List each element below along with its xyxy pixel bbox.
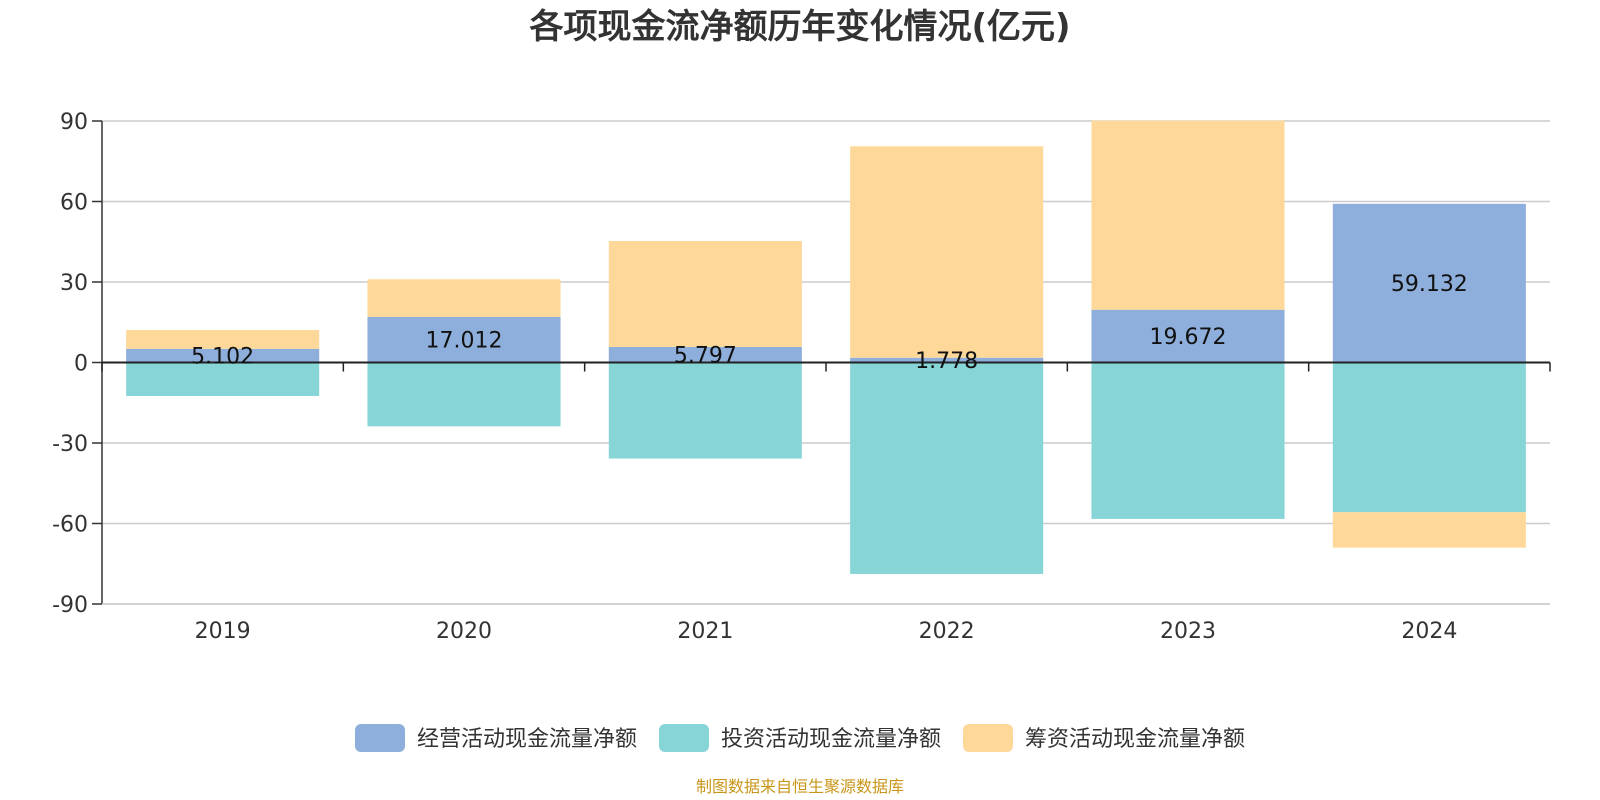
bar-series-0-2024[interactable] — [1332, 203, 1526, 363]
bar-series-1-2024[interactable] — [1332, 362, 1526, 513]
source-note: 制图数据来自恒生聚源数据库 — [696, 777, 904, 796]
bar-series-0-2020[interactable] — [367, 316, 561, 363]
x-tick-label: 2021 — [677, 619, 733, 644]
bar-series-2-2022[interactable] — [850, 146, 1044, 358]
bar-series-2-2019[interactable] — [126, 330, 320, 349]
data-label: 17.012 — [426, 329, 503, 354]
bar-series-1-2022[interactable] — [850, 362, 1044, 574]
legend-label: 经营活动现金流量净额 — [417, 727, 637, 752]
y-tick-label: -60 — [52, 513, 88, 538]
x-tick-label: 2022 — [919, 619, 975, 644]
bar-series-2-2024[interactable] — [1332, 512, 1526, 548]
y-tick-label: -90 — [52, 593, 88, 618]
bar-series-0-2022[interactable] — [850, 357, 1044, 363]
bar-series-2-2021[interactable] — [608, 240, 802, 347]
legend-item[interactable]: 投资活动现金流量净额 — [659, 724, 941, 752]
y-tick-label: 0 — [74, 352, 88, 377]
y-tick-label: 90 — [60, 110, 88, 135]
legend-label: 投资活动现金流量净额 — [721, 727, 941, 752]
data-label: 1.778 — [915, 349, 978, 374]
legend-swatch — [963, 724, 1013, 752]
legend-swatch — [659, 724, 709, 752]
bar-series-2-2020[interactable] — [367, 279, 561, 317]
x-tick-label: 2024 — [1401, 619, 1457, 644]
data-label: 59.132 — [1391, 272, 1468, 297]
bars — [126, 120, 1526, 574]
legend-item[interactable]: 筹资活动现金流量净额 — [963, 724, 1245, 752]
bar-series-1-2023[interactable] — [1091, 362, 1285, 519]
y-tick-label: -30 — [52, 432, 88, 457]
y-tick-label: 30 — [60, 271, 88, 296]
bar-series-1-2021[interactable] — [608, 362, 802, 459]
x-tick-label: 2020 — [436, 619, 492, 644]
legend-item[interactable]: 经营活动现金流量净额 — [355, 724, 637, 752]
data-label: 19.672 — [1150, 325, 1227, 350]
bar-series-1-2020[interactable] — [367, 362, 561, 427]
bar-series-0-2021[interactable] — [608, 346, 802, 363]
x-tick-label: 2023 — [1160, 619, 1216, 644]
bar-series-1-2019[interactable] — [126, 362, 320, 397]
y-tick-label: 60 — [60, 191, 88, 216]
legend: 经营活动现金流量净额 投资活动现金流量净额 筹资活动现金流量净额 — [355, 724, 1245, 752]
bar-series-2-2023[interactable] — [1091, 120, 1285, 310]
bar-series-0-2023[interactable] — [1091, 309, 1285, 363]
legend-swatch — [355, 724, 405, 752]
legend-label: 筹资活动现金流量净额 — [1025, 727, 1245, 752]
x-tick-label: 2019 — [195, 619, 251, 644]
chart-title: 各项现金流净额历年变化情况(亿元) — [529, 7, 1070, 47]
data-labels: 5.102 17.012 5.797 1.778 19.672 59.132 — [191, 272, 1468, 374]
data-label: 5.797 — [674, 344, 737, 369]
data-label: 5.102 — [191, 345, 254, 370]
bar-series-0-2019[interactable] — [126, 348, 320, 363]
axes: 90 60 30 0 -30 -60 -90 2019 2020 2021 2022 2023 2024 — [52, 110, 1551, 644]
